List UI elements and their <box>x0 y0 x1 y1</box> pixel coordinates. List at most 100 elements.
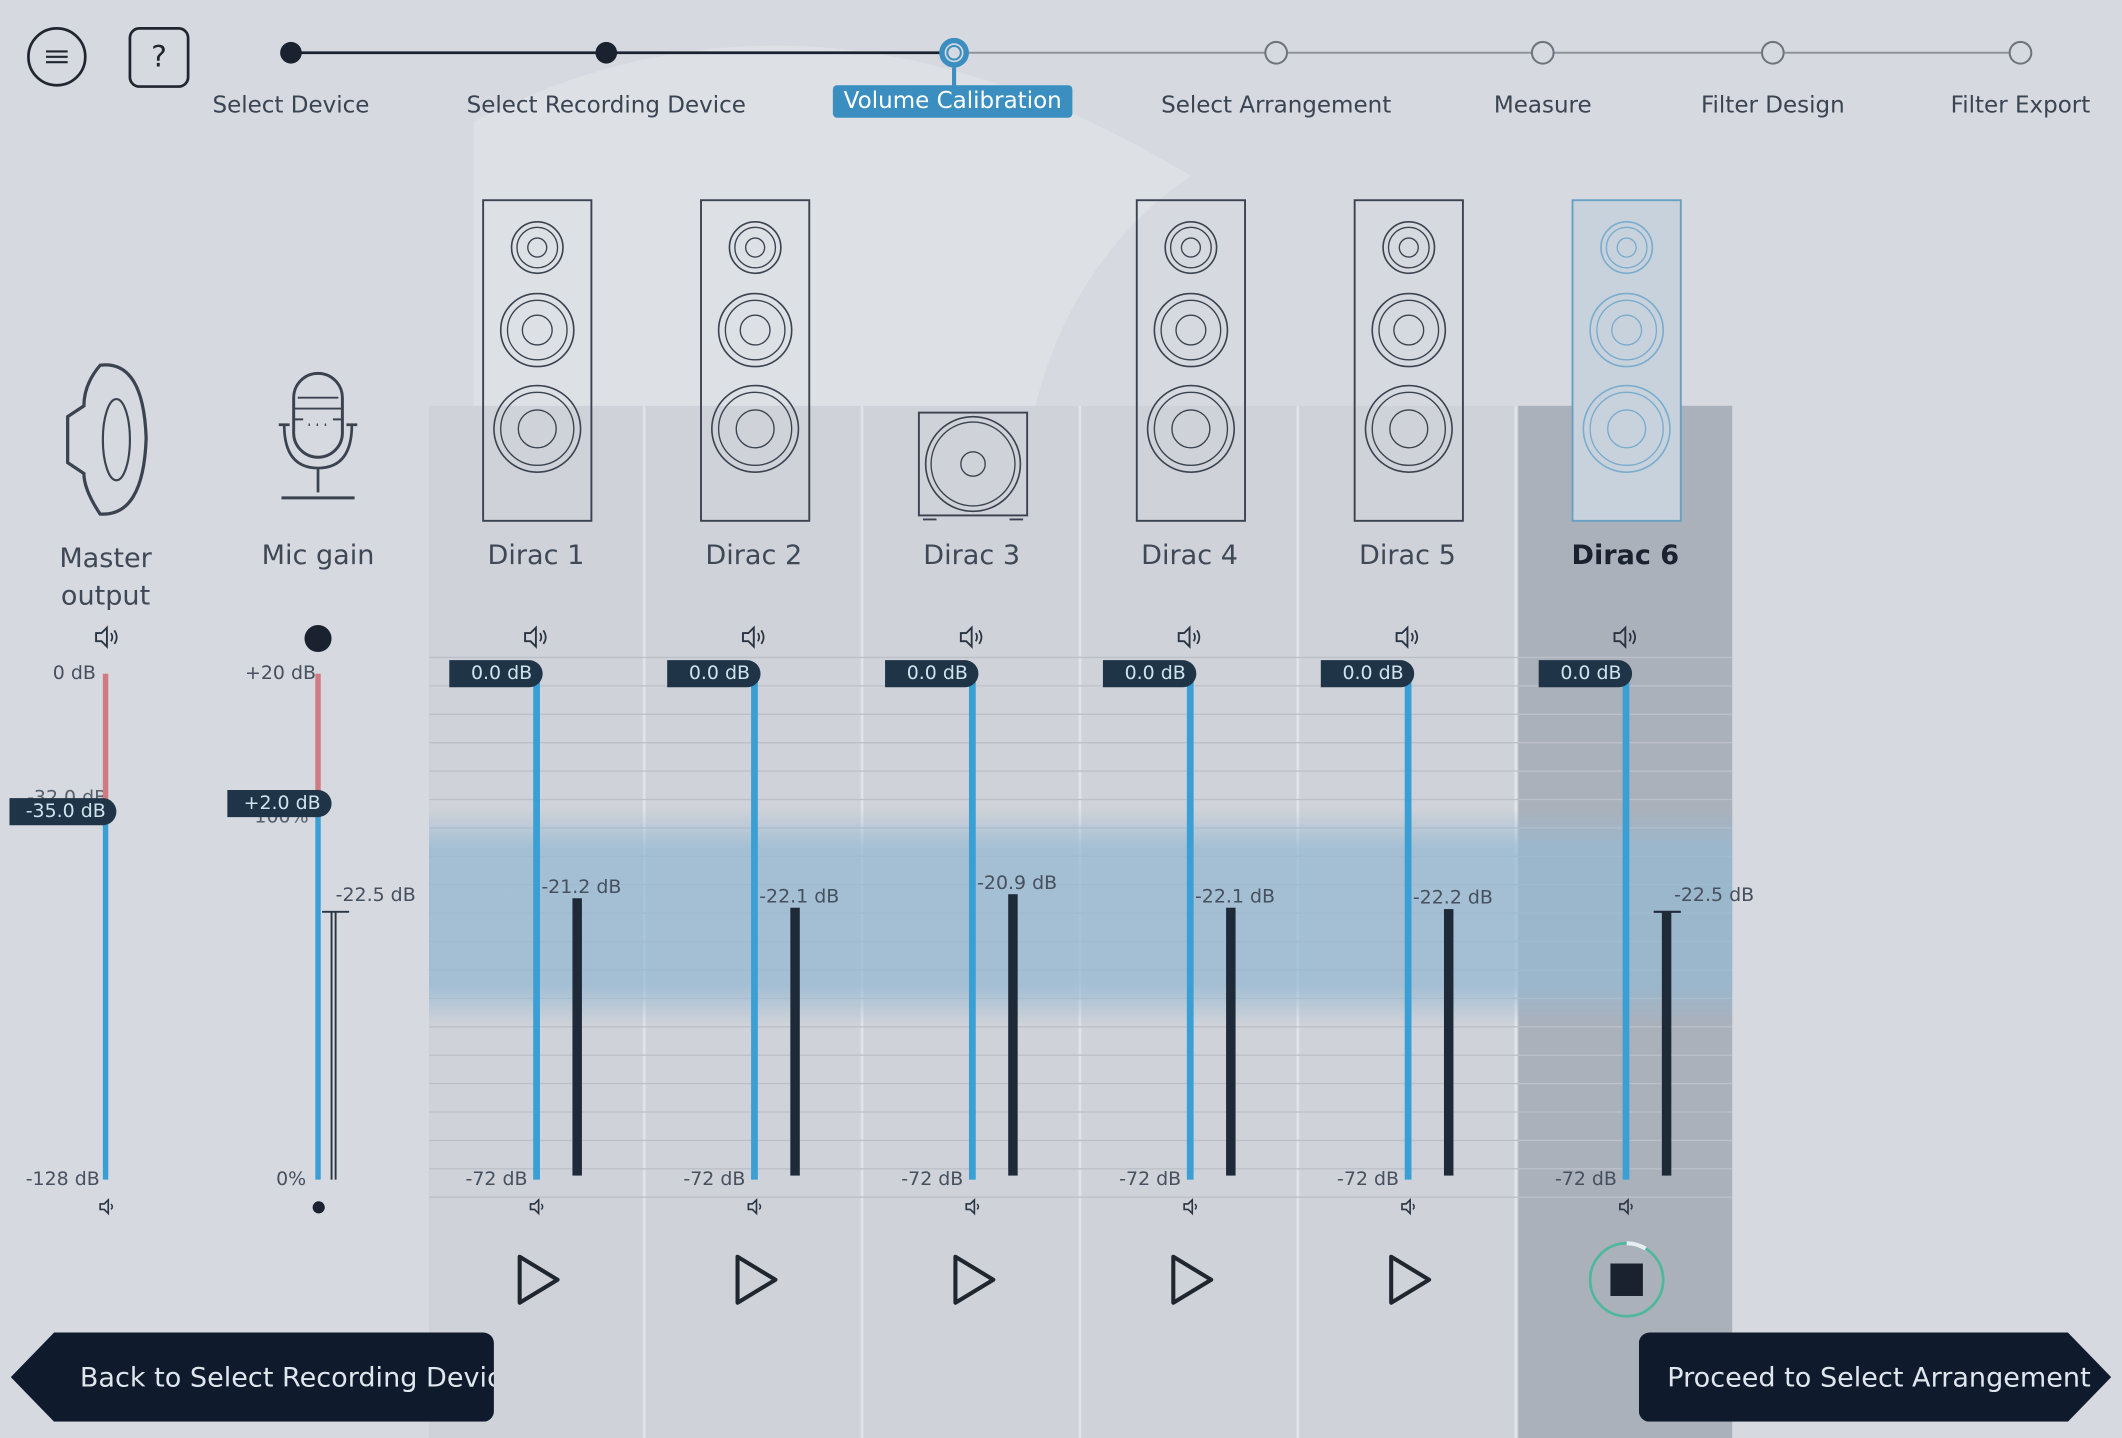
channel-4-label: Dirac 4 <box>1141 538 1238 571</box>
channel-4-level-meter <box>1226 907 1236 1176</box>
channel-4-gain-track[interactable] <box>1186 673 1194 1180</box>
channel-6-bottom-tick: -72 dB <box>1554 1168 1617 1191</box>
step-measure[interactable]: Measure <box>1493 91 1592 120</box>
channel-3-label: Dirac 3 <box>923 538 1021 571</box>
mic-clip-zone <box>315 673 321 803</box>
volume-low-icon[interactable] <box>1399 1197 1418 1216</box>
channel-5-bottom-tick: -72 dB <box>1337 1168 1400 1191</box>
channel-6-gain-track[interactable] <box>1622 673 1630 1180</box>
mic-indicator-dot <box>304 624 332 653</box>
channel-1-level-value: -21.2 dB <box>541 876 622 899</box>
master-slider-handle[interactable]: -35.0 dB <box>9 798 117 826</box>
menu-button[interactable] <box>27 27 87 87</box>
step-select-device[interactable]: Select Device <box>212 91 370 120</box>
speaker-icon <box>66 363 148 516</box>
play-icon <box>1389 1254 1432 1305</box>
channel-2-play-button[interactable] <box>729 1253 783 1307</box>
volume-icon[interactable] <box>1175 625 1205 649</box>
master-bottom-tick: -128 dB <box>25 1168 100 1191</box>
channel-3-bottom-tick: -72 dB <box>901 1168 964 1191</box>
channel-6-label: Dirac 6 <box>1571 538 1680 571</box>
volume-low-icon[interactable] <box>964 1197 983 1216</box>
channel-2-gain-handle[interactable]: 0.0 dB <box>667 660 761 688</box>
channel-6-gain-handle[interactable]: 0.0 dB <box>1538 660 1633 688</box>
back-button-label: Back to Select Recording Device <box>79 1360 519 1394</box>
mic-top-tick: +20 dB <box>244 662 316 685</box>
volume-icon[interactable] <box>1393 625 1423 649</box>
channel-6-stop-button[interactable] <box>1586 1239 1667 1320</box>
volume-low-icon[interactable] <box>97 1197 116 1216</box>
channel-1-gain-handle[interactable]: 0.0 dB <box>449 660 543 688</box>
channel-2-gain-track[interactable] <box>751 673 758 1180</box>
step-filter-export[interactable]: Filter Export <box>1950 91 2091 120</box>
channel-5-gain-handle[interactable]: 0.0 dB <box>1320 660 1415 688</box>
channel-6-level-meter <box>1653 910 1681 1176</box>
volume-low-icon[interactable] <box>746 1197 765 1216</box>
channel-5-play-button[interactable] <box>1383 1253 1437 1307</box>
volume-icon[interactable] <box>1610 625 1640 649</box>
channel-4-gain-handle[interactable]: 0.0 dB <box>1102 660 1197 688</box>
channel-2-level-value: -22.1 dB <box>759 886 840 908</box>
master-top-tick: 0 dB <box>52 662 96 685</box>
tower-speaker-icon <box>1353 199 1464 522</box>
volume-icon[interactable] <box>92 625 122 649</box>
volume-low-icon[interactable] <box>528 1197 547 1216</box>
target-level-band <box>428 808 1733 1026</box>
mic-level-value: -22.5 dB <box>335 884 416 907</box>
step-select-arrangement[interactable]: Select Arrangement <box>1161 91 1392 120</box>
mic-gain-label: Mic gain <box>261 538 375 571</box>
step-filter-design[interactable]: Filter Design <box>1700 91 1845 120</box>
channel-1-bottom-tick: -72 dB <box>465 1168 528 1191</box>
help-button[interactable]: ? <box>128 27 190 88</box>
channel-3-gain-track[interactable] <box>968 673 976 1180</box>
mic-level-meter <box>322 910 350 1180</box>
help-icon: ? <box>151 40 167 75</box>
tower-speaker-icon-active <box>1571 199 1682 522</box>
volume-icon[interactable] <box>739 625 769 649</box>
master-output-label: Master output <box>59 538 151 614</box>
play-icon <box>953 1254 996 1305</box>
proceed-button[interactable]: Proceed to Select Arrangement <box>1639 1333 2111 1422</box>
volume-icon[interactable] <box>957 625 987 649</box>
microphone-icon <box>278 371 358 500</box>
channel-5-label: Dirac 5 <box>1359 538 1456 571</box>
channel-4-level-value: -22.1 dB <box>1194 886 1276 908</box>
channel-1-gain-track[interactable] <box>533 673 540 1180</box>
hamburger-menu-icon <box>46 50 68 64</box>
mic-slider-handle[interactable]: +2.0 dB <box>227 790 332 818</box>
channel-3-play-button[interactable] <box>947 1253 1001 1307</box>
tower-speaker-icon <box>700 199 811 522</box>
step-dot-done <box>595 41 618 64</box>
volume-icon[interactable] <box>521 625 551 649</box>
channel-2-bottom-tick: -72 dB <box>683 1168 746 1191</box>
channel-4-bottom-tick: -72 dB <box>1119 1168 1182 1191</box>
step-volume-calibration[interactable]: Volume Calibration <box>832 85 1073 118</box>
step-select-recording-device[interactable]: Select Recording Device <box>466 91 746 120</box>
wizard-progress-track <box>280 37 2033 87</box>
proceed-button-label: Proceed to Select Arrangement <box>1667 1360 2091 1394</box>
master-slider-track[interactable] <box>102 811 109 1180</box>
master-label-line2: output <box>60 578 151 612</box>
channel-4-play-button[interactable] <box>1165 1253 1219 1307</box>
master-label-line1: Master <box>59 541 152 574</box>
channel-1-play-button[interactable] <box>512 1253 566 1307</box>
master-clip-zone <box>102 673 109 812</box>
channel-5-gain-track[interactable] <box>1404 673 1412 1180</box>
channel-2-level-meter <box>790 907 800 1176</box>
volume-low-icon[interactable] <box>1181 1197 1200 1216</box>
mic-slider-track[interactable] <box>315 802 321 1180</box>
back-button[interactable]: Back to Select Recording Device <box>10 1332 494 1422</box>
stop-icon <box>1610 1263 1643 1296</box>
channel-5-level-meter <box>1443 909 1454 1176</box>
volume-low-icon[interactable] <box>1617 1197 1636 1216</box>
channel-1-level-meter <box>572 898 582 1176</box>
play-icon <box>517 1254 560 1305</box>
channel-3-gain-handle[interactable]: 0.0 dB <box>885 660 979 688</box>
play-icon <box>1171 1254 1214 1305</box>
mic-bottom-dot <box>312 1201 325 1214</box>
subwoofer-icon <box>917 411 1029 521</box>
play-icon <box>735 1254 778 1305</box>
mic-bottom-tick: 0% <box>276 1168 307 1191</box>
tower-speaker-icon <box>1135 199 1246 522</box>
